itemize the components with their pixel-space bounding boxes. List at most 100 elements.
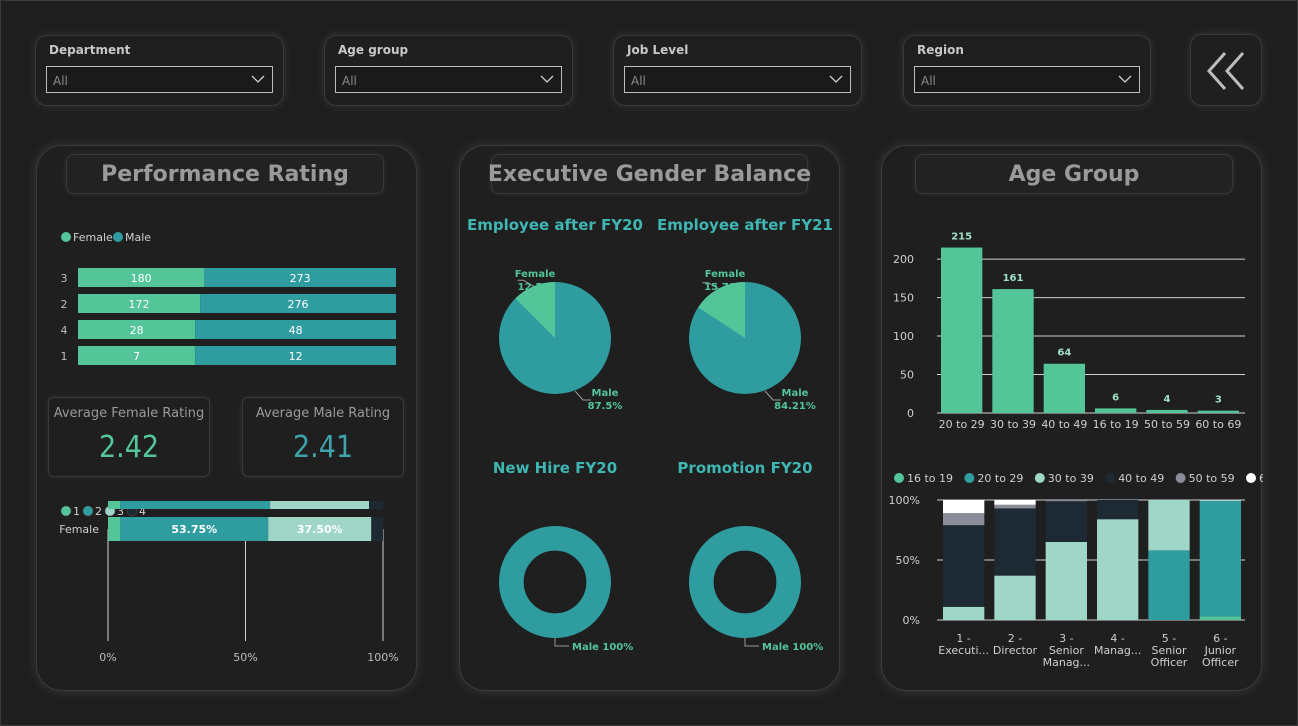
y-tick-label: 150 bbox=[893, 292, 914, 305]
leader-line bbox=[554, 638, 569, 647]
legend-marker bbox=[113, 232, 123, 242]
pie-slice-female bbox=[698, 282, 745, 338]
bar-segment bbox=[994, 500, 1036, 505]
leader-line bbox=[702, 282, 719, 290]
bar-segment bbox=[1045, 500, 1087, 502]
data-label: 215 bbox=[951, 232, 972, 243]
job-level-slicer[interactable]: Job Level All bbox=[613, 35, 862, 106]
legend-marker bbox=[82, 505, 94, 517]
x-tick-label: 2 - bbox=[1008, 632, 1022, 645]
legend-label: 30 to 39 bbox=[1048, 472, 1094, 485]
donut-ring bbox=[498, 526, 612, 639]
bar-segment bbox=[78, 320, 196, 339]
slice-value: 12.5% bbox=[518, 282, 553, 293]
donut-ring bbox=[689, 526, 802, 639]
legend-label: 16 to 19 bbox=[907, 472, 953, 485]
bar-segment bbox=[994, 504, 1036, 509]
age-by-job-level-chart: 16 to 19 20 to 29 30 to 39 40 to 49 50 to 59… bbox=[889, 472, 1263, 669]
slicer-value: All bbox=[53, 74, 68, 88]
legend-marker bbox=[894, 473, 904, 483]
x-tick-label: 50 to 59 bbox=[1144, 418, 1190, 431]
bar bbox=[941, 247, 983, 413]
y-tick-label: 1 bbox=[61, 350, 68, 363]
kpi-label: Average Male Rating bbox=[255, 406, 391, 421]
bar-segment bbox=[108, 501, 121, 509]
leader-line bbox=[517, 279, 534, 287]
bar-segment bbox=[78, 268, 205, 287]
bar-segment bbox=[1199, 501, 1241, 617]
executive-gender-balance-panel: Executive Gender Balance Employee after … bbox=[459, 145, 840, 691]
legend-marker bbox=[60, 505, 72, 517]
age-group-panel: Age Group 0 50 100 150 200 215 20 to 29 161 30 t… bbox=[881, 145, 1263, 691]
legend-label: 4 bbox=[139, 505, 146, 518]
bar-segment bbox=[120, 501, 271, 509]
chart-title: Employee after FY21 bbox=[657, 216, 833, 234]
legend-label: 50 to 59 bbox=[1189, 472, 1235, 485]
bar-segment bbox=[200, 294, 396, 313]
x-tick-label: Director bbox=[993, 644, 1038, 657]
x-tick-label: Officer bbox=[1202, 656, 1239, 669]
department-dropdown[interactable]: All bbox=[46, 66, 273, 93]
bar-segment bbox=[1148, 550, 1190, 620]
bar-segment bbox=[994, 508, 1036, 576]
x-tick-label: Manag... bbox=[1043, 656, 1090, 669]
region-dropdown[interactable]: All bbox=[914, 66, 1140, 93]
age-group-dropdown[interactable]: All bbox=[335, 66, 562, 93]
bar-segment bbox=[1199, 616, 1241, 620]
bar-segment bbox=[1097, 519, 1139, 620]
chart-title: Promotion FY20 bbox=[677, 459, 812, 477]
legend-label: 1 bbox=[73, 505, 80, 518]
avg-male-rating-card: Average Male Rating 2.41 bbox=[242, 397, 404, 477]
kpi-value: 2.41 bbox=[292, 430, 354, 465]
data-label: 64 bbox=[1057, 348, 1071, 359]
leader-line bbox=[574, 390, 591, 401]
y-tick-label: 200 bbox=[893, 253, 914, 266]
y-tick-label: 0 bbox=[907, 407, 914, 420]
age-group-slicer[interactable]: Age group All bbox=[324, 35, 573, 106]
leader-line bbox=[764, 390, 781, 401]
panel-title: Age Group bbox=[915, 154, 1233, 194]
bar-segment bbox=[1045, 542, 1087, 620]
data-label: 4 bbox=[1164, 394, 1171, 405]
data-label: 6 bbox=[1112, 392, 1119, 403]
bar-segment bbox=[943, 500, 985, 514]
kpi-value: 2.42 bbox=[98, 430, 160, 465]
avg-female-rating-card: Average Female Rating 2.42 bbox=[48, 397, 210, 477]
data-label: 53.75% bbox=[171, 523, 217, 536]
slice-label: Male bbox=[592, 388, 619, 399]
y-tick-label: 50% bbox=[896, 554, 920, 567]
data-label: 37.50% bbox=[297, 523, 343, 536]
x-tick-label: Executi... bbox=[938, 644, 989, 657]
data-label: 273 bbox=[290, 272, 311, 285]
y-tick-label: 100 bbox=[893, 330, 914, 343]
region-slicer[interactable]: Region All bbox=[903, 35, 1151, 106]
legend-marker bbox=[964, 473, 975, 483]
slicer-value: All bbox=[921, 74, 936, 88]
legend-label: Male bbox=[125, 231, 151, 244]
x-tick-label: Junior bbox=[1204, 644, 1237, 657]
bar bbox=[1197, 410, 1239, 413]
x-tick-label: 5 - bbox=[1162, 632, 1176, 645]
slicer-label: Job Level bbox=[627, 43, 689, 57]
legend-label: 60 to 69 bbox=[1259, 472, 1263, 485]
data-label: 28 bbox=[130, 324, 144, 337]
gender-pies-chart: Employee after FY20 Female 12.5% Male 87.5% E… bbox=[467, 216, 833, 653]
rating-by-gender-chart: Female Male 3 180 273 2 172 276 4 28 48 1 7 12 bbox=[61, 231, 396, 365]
y-tick-label: Female bbox=[59, 523, 99, 536]
back-button[interactable] bbox=[1190, 34, 1262, 106]
department-slicer[interactable]: Department All bbox=[35, 35, 284, 106]
slice-label: Female bbox=[515, 269, 556, 280]
legend-label: 20 to 29 bbox=[977, 472, 1023, 485]
data-label: 172 bbox=[129, 298, 150, 311]
legend-label: 2 bbox=[95, 505, 102, 518]
bar-segment bbox=[270, 501, 370, 509]
y-tick-label: 50 bbox=[900, 369, 914, 382]
job-level-dropdown[interactable]: All bbox=[624, 66, 851, 93]
legend-marker bbox=[1246, 473, 1256, 483]
bar-segment bbox=[1148, 500, 1190, 551]
pie-slice-female bbox=[515, 282, 555, 338]
x-tick-label: 100% bbox=[367, 651, 398, 664]
legend-marker bbox=[61, 232, 71, 242]
y-tick-label: 0% bbox=[903, 614, 920, 627]
